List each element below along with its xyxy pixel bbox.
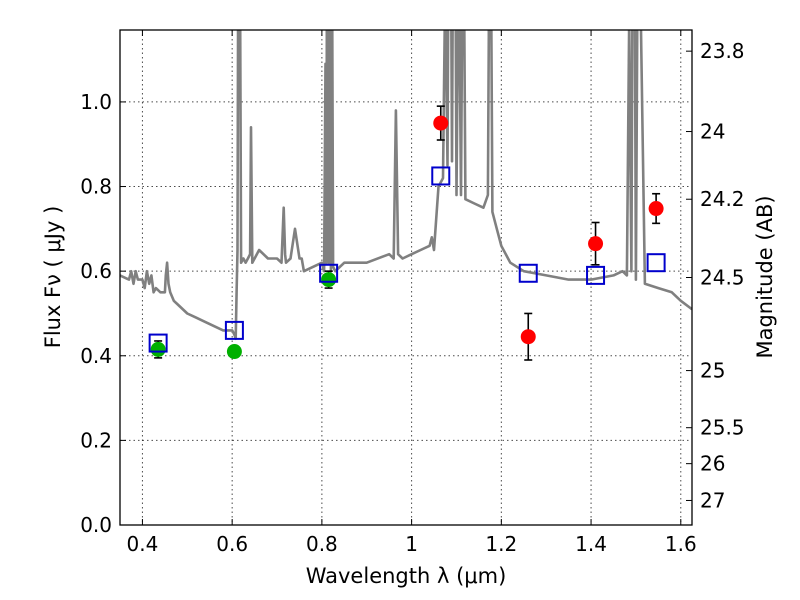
x-tick-label: 1.6: [665, 532, 697, 556]
model-point: [148, 333, 168, 353]
model-spectrum-line: [120, 30, 692, 341]
y2-tick-label: 24.2: [700, 187, 745, 211]
model-point: [319, 263, 339, 283]
grid-lines: [120, 30, 692, 525]
data-point: [321, 272, 337, 288]
data-point: [433, 115, 449, 131]
data-point: [520, 329, 536, 345]
data-point: [648, 201, 664, 217]
data-point: [226, 344, 242, 360]
model-point: [224, 320, 244, 340]
data-point: [150, 341, 166, 357]
y-tick-label: 1.0: [80, 90, 112, 114]
y2-tick-label: 23.8: [700, 39, 745, 63]
x-tick-label: 0.4: [127, 532, 159, 556]
y-tick-label: 0.2: [80, 428, 112, 452]
y-tick-label: 0.8: [80, 175, 112, 199]
y2-axis-label: Magnitude (AB): [753, 195, 777, 358]
y-tick-label: 0.4: [80, 344, 112, 368]
y-axis-label: Flux Fν ( μJy ): [41, 206, 65, 349]
plot-area: [120, 30, 692, 361]
data-point: [588, 236, 604, 252]
model-point: [518, 263, 538, 283]
axis-ticks: 0.4 0.6 0.8 1 1.2 1.4 1.6 0.0 0.2 0.4 0.6 0.8 1.0 23.…: [80, 30, 745, 556]
y2-tick-label: 25: [700, 359, 725, 383]
x-tick-label: 1.4: [575, 532, 607, 556]
x-tick-label: 0.6: [216, 532, 248, 556]
y-tick-label: 0.0: [80, 513, 112, 537]
y2-tick-label: 24.5: [700, 266, 745, 290]
model-point: [586, 265, 606, 285]
model-point: [431, 166, 451, 186]
y-tick-label: 0.6: [80, 259, 112, 283]
y2-tick-label: 24: [700, 120, 725, 144]
y2-tick-label: 25.5: [700, 416, 745, 440]
x-tick-label: 1: [405, 532, 418, 556]
y2-tick-label: 27: [700, 488, 725, 512]
x-tick-label: 1.2: [485, 532, 517, 556]
model-point: [646, 253, 666, 273]
x-tick-label: 0.8: [306, 532, 338, 556]
y2-tick-label: 26: [700, 452, 725, 476]
x-axis-label: Wavelength λ (μm): [306, 564, 507, 588]
